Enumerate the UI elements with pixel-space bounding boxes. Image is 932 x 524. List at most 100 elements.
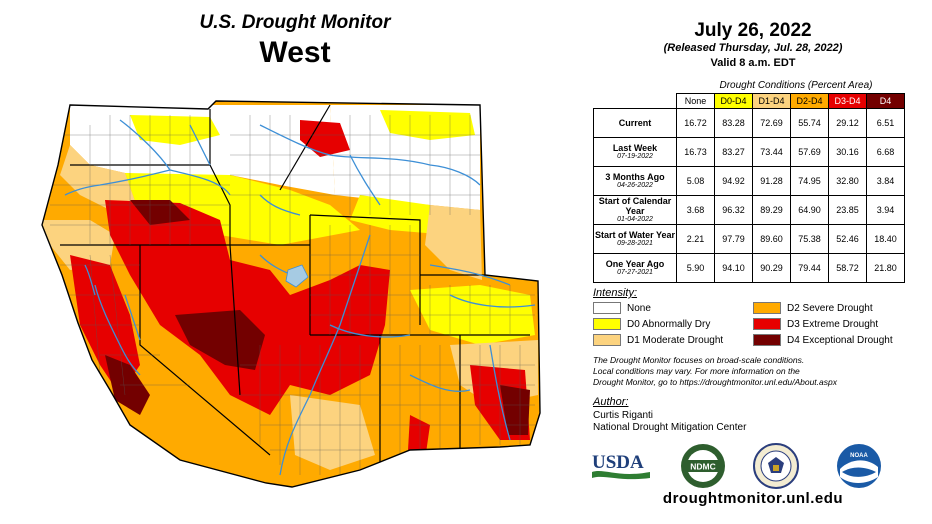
row-label-text: Start of Calendar Year <box>598 196 672 216</box>
disclaimer-note: The Drought Monitor focuses on broad-sca… <box>593 355 923 388</box>
table-cell: 5.90 <box>676 253 715 283</box>
table-cell: 57.69 <box>790 137 829 167</box>
region-title: West <box>259 36 331 69</box>
row-label-text: Start of Water Year <box>594 230 676 240</box>
table-cell: 32.80 <box>828 166 867 196</box>
row-label-text: 3 Months Ago <box>605 172 665 182</box>
table-cell: 90.29 <box>752 253 791 283</box>
table-cell: 6.68 <box>866 137 905 167</box>
legend-swatch <box>593 334 621 346</box>
row-label-text: One Year Ago <box>605 259 665 269</box>
table-row: Start of Water Year 09-28-2021 2.21 97.79 89… <box>593 224 905 254</box>
usda-swoosh-icon <box>592 471 650 480</box>
row-label-text: Last Week <box>612 143 658 153</box>
map-area-d1-east <box>425 205 482 280</box>
map-area-d0-id <box>125 173 360 245</box>
legend-label: D2 Severe Drought <box>787 302 873 314</box>
commerce-seal-logo <box>753 443 799 489</box>
table-cell: 3.84 <box>866 166 905 196</box>
seal-shield-icon <box>773 465 779 471</box>
noaa-logo: NOAA <box>837 444 881 488</box>
table-cell: 52.46 <box>828 224 867 254</box>
author-title: Author: <box>593 396 629 408</box>
table-row: Start of Calendar Year 01-04-2022 3.68 96.3… <box>593 195 905 225</box>
author-name: Curtis Riganti <box>593 410 654 421</box>
note-line: Local conditions may vary. For more info… <box>593 366 800 376</box>
legend-title: Intensity: <box>593 287 638 299</box>
valid-time: Valid 8 a.m. EDT <box>710 57 796 69</box>
row-label-text: Current <box>618 118 652 128</box>
table-cell: 97.79 <box>714 224 753 254</box>
table-row: Current 16.72 83.28 72.69 55.74 29.12 6.51 <box>593 108 905 138</box>
table-cell: 58.72 <box>828 253 867 283</box>
legend-label: D4 Exceptional Drought <box>787 334 893 346</box>
ndmc-logo: NDMC <box>681 444 725 488</box>
column-header: D4 <box>866 93 905 109</box>
table-caption: Drought Conditions (Percent Area) <box>719 80 873 91</box>
row-sublabel: 04-26-2022 <box>617 182 653 189</box>
table-cell: 94.92 <box>714 166 753 196</box>
map-title: U.S. Drought Monitor <box>199 12 391 33</box>
table-cell: 96.32 <box>714 195 753 225</box>
map-area-d4-new-mexico <box>500 385 530 435</box>
drought-map <box>41 100 541 488</box>
table-cell: 73.44 <box>752 137 791 167</box>
region-outline <box>41 100 541 488</box>
row-label: Start of Calendar Year 01-04-2022 <box>593 195 677 225</box>
table-cell: 83.27 <box>714 137 753 167</box>
legend-swatch <box>593 302 621 314</box>
legend-label: D1 Moderate Drought <box>627 334 724 346</box>
author-org: National Drought Mitigation Center <box>593 422 747 433</box>
table-cell: 29.12 <box>828 108 867 138</box>
county-lines <box>50 115 535 475</box>
website-url[interactable]: droughtmonitor.unl.edu <box>662 490 844 507</box>
map-area-d1-az <box>290 395 375 470</box>
table-cell: 91.28 <box>752 166 791 196</box>
column-header: None <box>676 93 715 109</box>
row-label: 3 Months Ago 04-26-2022 <box>593 166 677 196</box>
noaa-logo-text: NOAA <box>850 453 868 459</box>
table-cell: 89.29 <box>752 195 791 225</box>
title-block: U.S. Drought Monitor West <box>160 12 430 70</box>
legend-swatch <box>753 302 781 314</box>
table-cell: 64.90 <box>790 195 829 225</box>
table-cell: 79.44 <box>790 253 829 283</box>
table-corner <box>594 94 677 109</box>
note-line: The Drought Monitor focuses on broad-sca… <box>593 355 805 365</box>
table-cell: 23.85 <box>828 195 867 225</box>
table-cell: 89.60 <box>752 224 791 254</box>
legend-item-d0: D0 Abnormally Dry <box>593 318 710 330</box>
table-cell: 74.95 <box>790 166 829 196</box>
legend-label: None <box>627 302 651 314</box>
map-date: July 26, 2022 <box>694 20 812 41</box>
table-cell: 18.40 <box>866 224 905 254</box>
column-header: D2-D4 <box>790 93 829 109</box>
table-cell: 30.16 <box>828 137 867 167</box>
table-cell: 55.74 <box>790 108 829 138</box>
table-row: Last Week 07-19-2022 16.73 83.27 73.44 57.69 3… <box>593 137 905 167</box>
map-area-d0-wa <box>130 115 220 145</box>
row-label: Start of Water Year 09-28-2021 <box>593 224 677 254</box>
legend-swatch <box>753 318 781 330</box>
drought-conditions-table: None D0-D4 D1-D4 D2-D4 D3-D4 D4 Current 1… <box>593 93 905 283</box>
map-area-d3-mt <box>300 120 350 157</box>
noaa-gull-icon <box>842 467 876 477</box>
note-line: Drought Monitor, go to https://droughtmo… <box>593 377 837 387</box>
ndmc-band-icon <box>687 460 719 472</box>
legend-swatch <box>753 334 781 346</box>
column-header: D0-D4 <box>714 93 753 109</box>
legend-swatch <box>593 318 621 330</box>
row-label: Last Week 07-19-2022 <box>593 137 677 167</box>
table-cell: 83.28 <box>714 108 753 138</box>
legend-item-d2: D2 Severe Drought <box>753 302 873 314</box>
ndmc-logo-text: NDMC <box>690 462 716 472</box>
legend-item-d1: D1 Moderate Drought <box>593 334 723 346</box>
map-area-d4-nevada <box>175 310 265 370</box>
row-label: One Year Ago 07-27-2021 <box>593 253 677 283</box>
table-cell: 75.38 <box>790 224 829 254</box>
table-row: 3 Months Ago 04-26-2022 5.08 94.92 91.28 74.9… <box>593 166 905 196</box>
table-cell: 6.51 <box>866 108 905 138</box>
table-row: One Year Ago 07-27-2021 5.90 94.10 90.29 79.4… <box>593 253 905 283</box>
map-area-d1-coast <box>60 145 140 215</box>
table-cell: 3.94 <box>866 195 905 225</box>
